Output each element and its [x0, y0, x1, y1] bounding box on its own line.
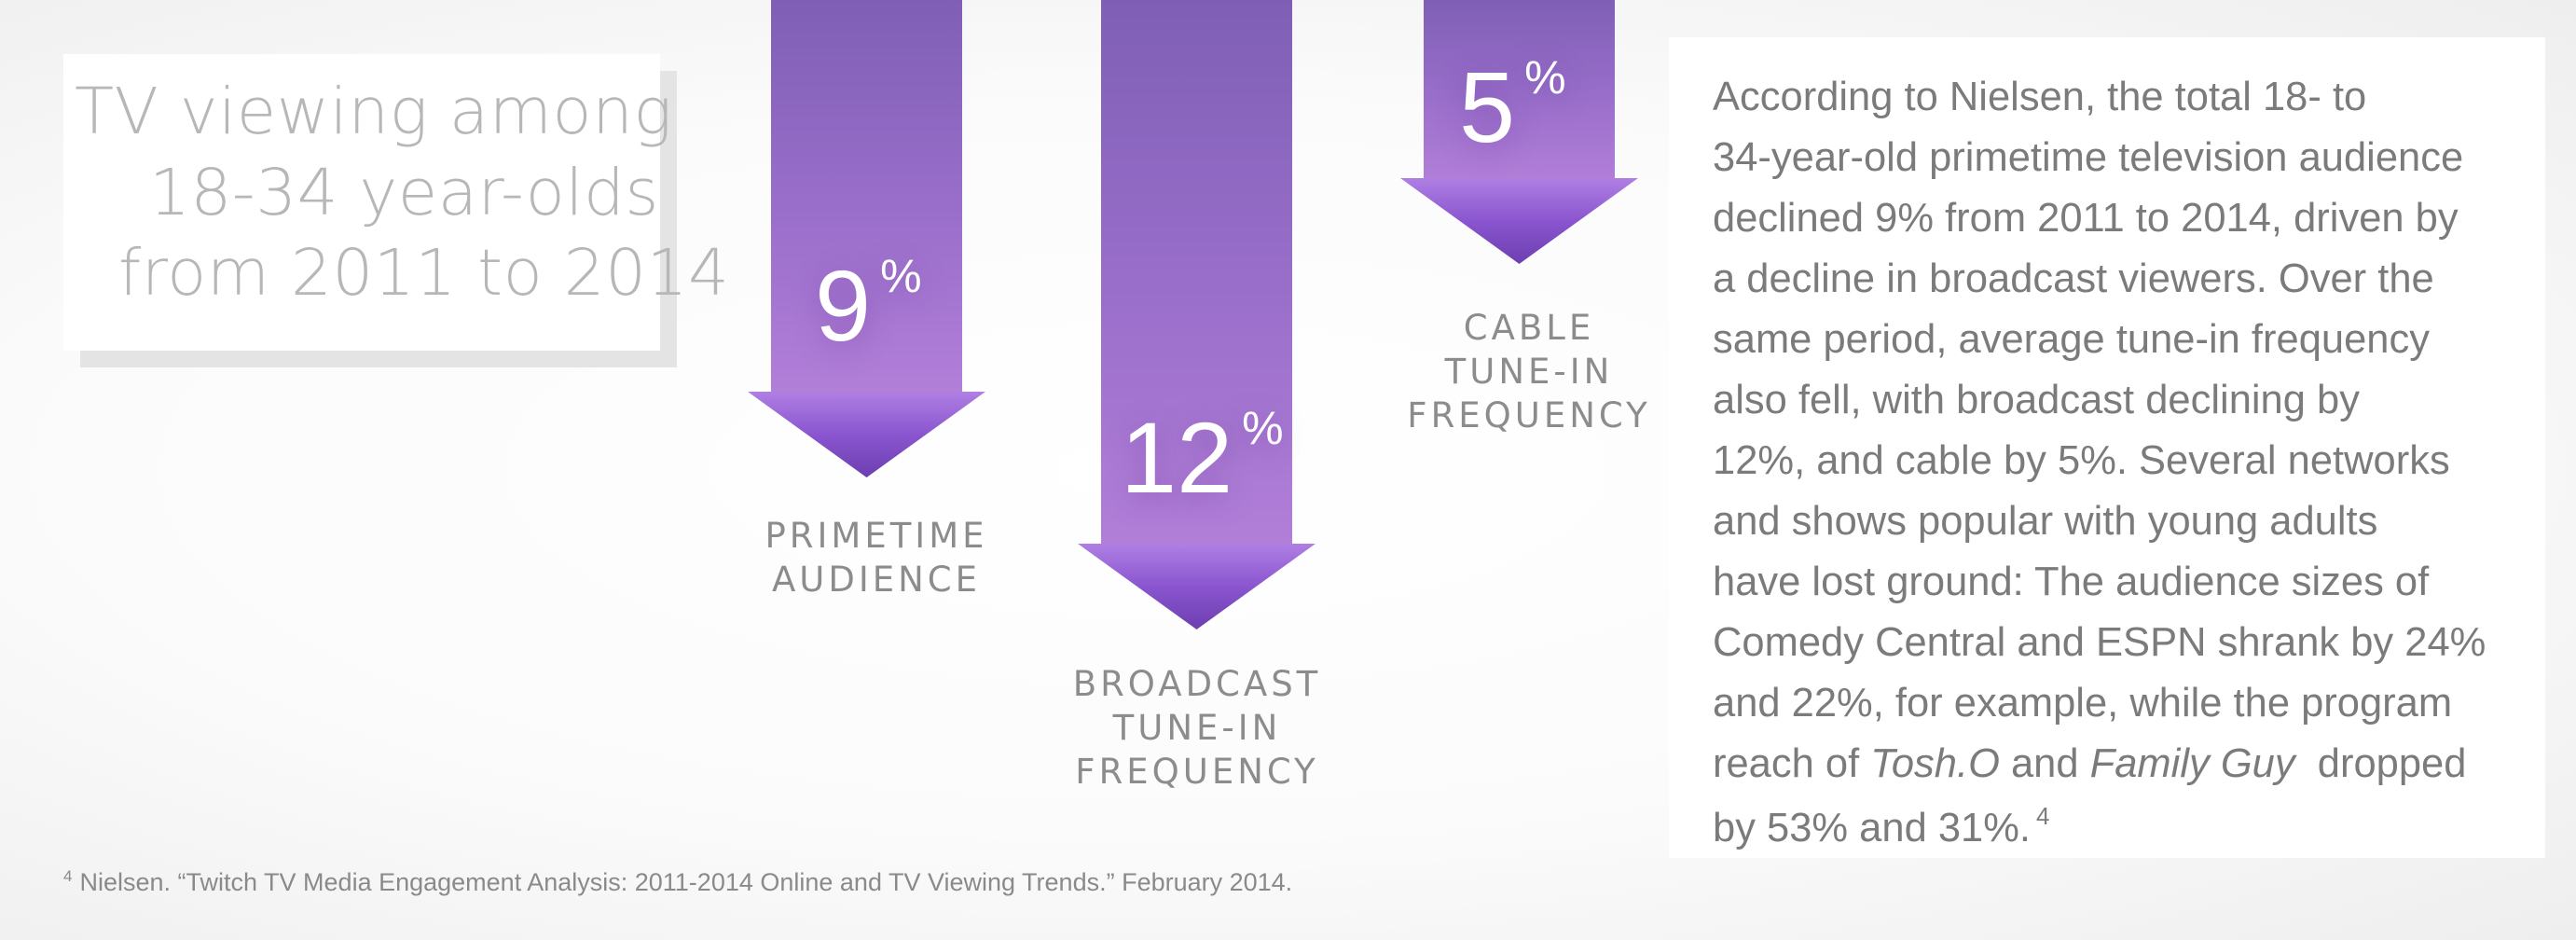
category-label-line: AUDIENCE — [771, 560, 982, 600]
arrow-head — [1400, 178, 1638, 264]
show-title-tosh-o: Tosh.O — [1870, 741, 2000, 786]
paragraph-line: According to Nielsen, the total 18- to — [1713, 75, 2367, 119]
arrow-head — [1078, 544, 1316, 629]
category-label-line: PRIMETIME — [765, 516, 988, 556]
show-title-family-guy: Family Guy — [2089, 741, 2295, 786]
footnote-text: Nielsen. “Twitch TV Media Engagement Ana… — [79, 868, 1293, 896]
paragraph-line: Comedy Central and ESPN shrank by 24% — [1713, 620, 2486, 665]
value-percent-sign: % — [880, 250, 922, 302]
value-label-cable: 5% — [1459, 48, 1566, 165]
paragraph-line: by 53% and 31%. 4 — [1713, 802, 2049, 851]
paragraph-line: 34-year-old primetime television audienc… — [1713, 135, 2464, 180]
value-number: 5 — [1459, 50, 1516, 163]
category-label-line: CABLE — [1463, 308, 1595, 348]
arrow-head — [748, 392, 985, 477]
paragraph-line: and shows popular with young adults — [1713, 499, 2378, 544]
paragraph-card — [1669, 37, 2545, 858]
value-label-primetime: 9% — [815, 247, 922, 364]
paragraph-line: 12%, and cable by 5%. Several networks — [1713, 438, 2450, 483]
category-label-line: BROADCAST — [1072, 664, 1322, 704]
arrow-shaft — [1424, 0, 1615, 182]
paragraph-text: reach of — [1713, 741, 1871, 786]
paragraph-line: reach of Tosh.O and Family Guy dropped — [1713, 741, 2466, 787]
value-label-broadcast: 12% — [1121, 399, 1284, 516]
paragraph-line: also fell, with broadcast declining by — [1713, 378, 2360, 422]
paragraph-line: same period, average tune-in frequency — [1713, 317, 2430, 362]
category-label-line: TUNE-IN — [1112, 708, 1282, 748]
category-label-primetime: PRIMETIME AUDIENCE — [755, 514, 998, 601]
value-number: 12 — [1121, 401, 1233, 514]
value-percent-sign: % — [1242, 402, 1284, 454]
arrow-shaft — [1101, 0, 1292, 547]
title-line-1: TV viewing among — [75, 75, 673, 149]
category-label-broadcast: BROADCAST TUNE-IN FREQUENCY — [1067, 662, 1328, 794]
title-card — [63, 54, 660, 351]
footnote-number: 4 — [63, 867, 73, 885]
category-label-line: TUNE-IN — [1444, 352, 1614, 392]
paragraph-line: declined 9% from 2011 to 2014, driven by — [1713, 196, 2459, 241]
arrow-shaft — [771, 0, 962, 395]
paragraph-line: a decline in broadcast viewers. Over the — [1713, 256, 2434, 301]
title-line-3: from 2011 to 2014 — [118, 236, 730, 311]
footnote: 4 Nielsen. “Twitch TV Media Engagement An… — [45, 849, 1350, 905]
category-label-line: FREQUENCY — [1407, 395, 1651, 435]
paragraph-text: and — [1999, 741, 2090, 786]
paragraph-text: by 53% and 31%. — [1713, 806, 2031, 850]
paragraph-line: and 22%, for example, while the program — [1713, 681, 2453, 726]
value-percent-sign: % — [1524, 51, 1566, 104]
category-label-line: FREQUENCY — [1075, 752, 1319, 792]
paragraph-line: have lost ground: The audience sizes of — [1713, 560, 2430, 604]
footnote-ref: 4 — [2036, 802, 2050, 830]
title-line-2: 18-34 year-olds — [149, 156, 659, 230]
category-label-cable: CABLE TUNE-IN FREQUENCY — [1398, 306, 1660, 437]
value-number: 9 — [815, 249, 872, 362]
paragraph-text: dropped — [2294, 741, 2467, 786]
